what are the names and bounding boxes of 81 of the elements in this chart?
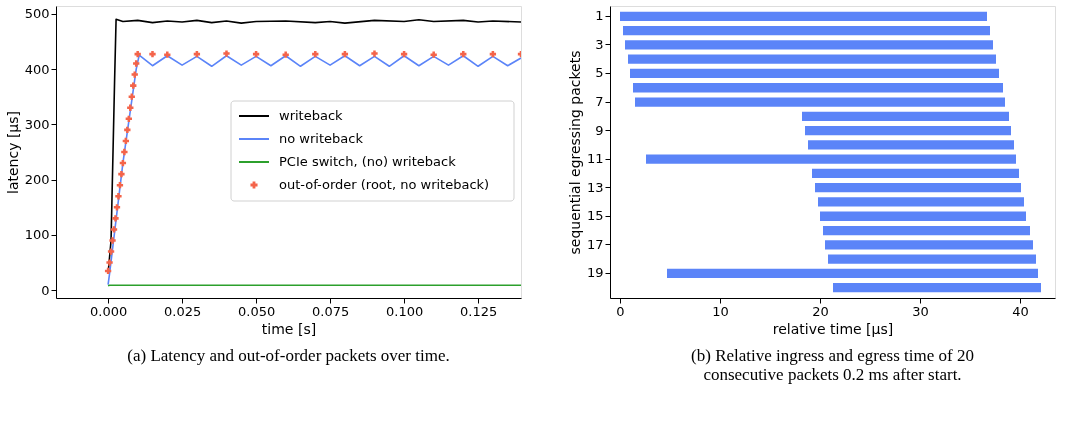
point (149, 50, 156, 58)
x-axis-title: time [s] (261, 320, 317, 337)
point (109, 237, 116, 244)
point (312, 50, 319, 58)
y-tick-label: 5 (595, 65, 604, 81)
x-tick-label: 0.000 (89, 303, 128, 319)
point (118, 170, 125, 178)
y-tick-label: 3 (595, 36, 604, 52)
bar (823, 225, 1030, 236)
point (124, 126, 131, 134)
y-tick-label: 100 (24, 227, 50, 243)
y-tick-label: 15 (586, 208, 604, 224)
bar (802, 111, 1009, 121)
point (460, 50, 467, 58)
bar (805, 125, 1011, 136)
text: (a) Latency and out-of-order packets over time. (127, 346, 450, 365)
legend-label: PCIe switch, (no) writeback (279, 154, 457, 169)
legend-label: writeback (279, 108, 344, 123)
bar (620, 11, 987, 21)
y-tick-label: 400 (24, 61, 50, 77)
point (282, 51, 289, 58)
point (131, 71, 138, 78)
bar (812, 168, 1019, 179)
y-tick-label: 7 (595, 94, 604, 110)
y-axis-title: sequential egressing packets (566, 50, 583, 255)
y-tick-label: 19 (586, 265, 604, 281)
point (113, 204, 121, 211)
legend-label: no writeback (279, 131, 364, 146)
y-tick-label: 1 (595, 8, 604, 24)
x-tick-label: 0.125 (459, 303, 498, 319)
point (112, 215, 119, 222)
point (115, 193, 122, 200)
text: (b) Relative ingress and egress time of 20 consecutive packets 0.2 ms after start. (691, 346, 974, 384)
y-tick-label: 13 (586, 179, 604, 195)
point (130, 82, 137, 89)
bar (625, 40, 993, 50)
y-tick-label: 500 (24, 6, 50, 22)
bar (815, 183, 1021, 193)
bar (667, 268, 1038, 279)
x-tick-label: 0 (616, 303, 625, 319)
y-tick-label: 300 (24, 116, 50, 132)
point (127, 104, 134, 111)
bar (808, 140, 1014, 150)
bar (818, 197, 1024, 207)
point (128, 93, 135, 100)
bar (630, 68, 999, 79)
x-tick-label: 40 (1012, 303, 1029, 319)
bar (623, 25, 990, 36)
bar (825, 240, 1033, 250)
point (223, 50, 230, 57)
point (107, 248, 115, 255)
x-tick-label: 20 (812, 303, 829, 319)
x-tick-label: 30 (912, 303, 929, 319)
x-tick-label: 10 (712, 303, 729, 319)
bar (833, 283, 1041, 293)
bar (820, 211, 1026, 221)
bar (828, 254, 1036, 264)
y-tick-label: 200 (24, 172, 50, 188)
bar (633, 83, 1003, 93)
point (106, 259, 113, 266)
point (133, 60, 140, 67)
x-tick-label: 0.050 (237, 303, 276, 319)
legend-label: out-of-order (root, no writeback) (279, 177, 490, 192)
y-tick-label: 11 (586, 151, 604, 167)
bar (628, 54, 996, 64)
x-tick-label: 0.025 (163, 303, 202, 319)
bar (635, 97, 1005, 107)
y-tick-label: 9 (595, 122, 604, 138)
x-tick-label: 0.075 (311, 303, 350, 319)
point (371, 50, 378, 57)
y-axis-title: latency [μs] (4, 110, 21, 195)
point (134, 50, 141, 58)
y-tick-label: 0 (41, 282, 50, 298)
bar (646, 154, 1016, 164)
point (430, 51, 437, 58)
x-axis-title: relative time [μs] (772, 320, 894, 337)
y-tick-label: 17 (586, 236, 604, 252)
point (121, 148, 128, 156)
point (110, 226, 118, 233)
x-tick-label: 0.100 (385, 303, 424, 319)
point (164, 51, 171, 58)
